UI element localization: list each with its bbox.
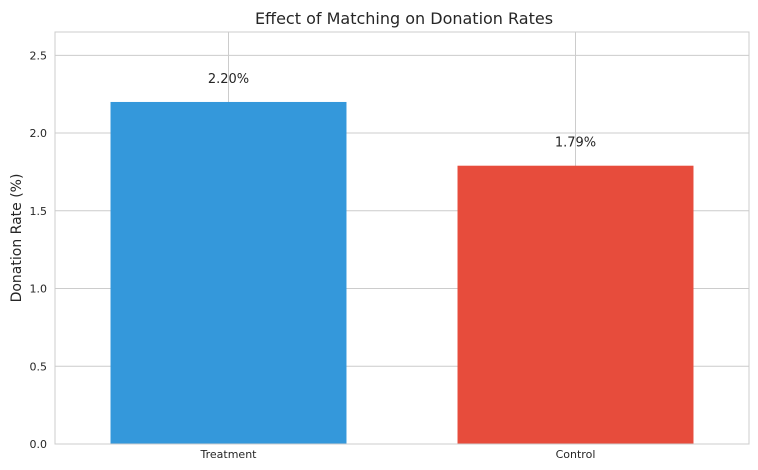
- data-labels: 2.20% 1.79%: [208, 72, 596, 151]
- y-tick-label: 1.0: [30, 283, 48, 296]
- y-axis-label: Donation Rate (%): [9, 174, 25, 303]
- data-label-treatment: 2.20%: [208, 72, 249, 87]
- y-tick-label: 0.5: [30, 360, 48, 373]
- x-ticks: Treatment Control: [200, 448, 596, 461]
- y-tick-label: 2.0: [30, 127, 48, 140]
- chart-title: Effect of Matching on Donation Rates: [255, 9, 553, 28]
- y-tick-label: 1.5: [30, 205, 48, 218]
- bar-treatment: [110, 101, 347, 444]
- bar-control: [457, 165, 694, 444]
- x-tick-label: Control: [556, 448, 596, 461]
- plot-frame: [54, 31, 750, 445]
- y-tick-label: 0.0: [30, 438, 48, 451]
- y-ticks: 0.0 0.5 1.0 1.5 2.0 2.5: [30, 49, 48, 451]
- x-tick-label: Treatment: [200, 448, 258, 461]
- data-label-control: 1.79%: [555, 136, 596, 151]
- bars: [110, 101, 694, 444]
- y-tick-label: 2.5: [30, 49, 48, 62]
